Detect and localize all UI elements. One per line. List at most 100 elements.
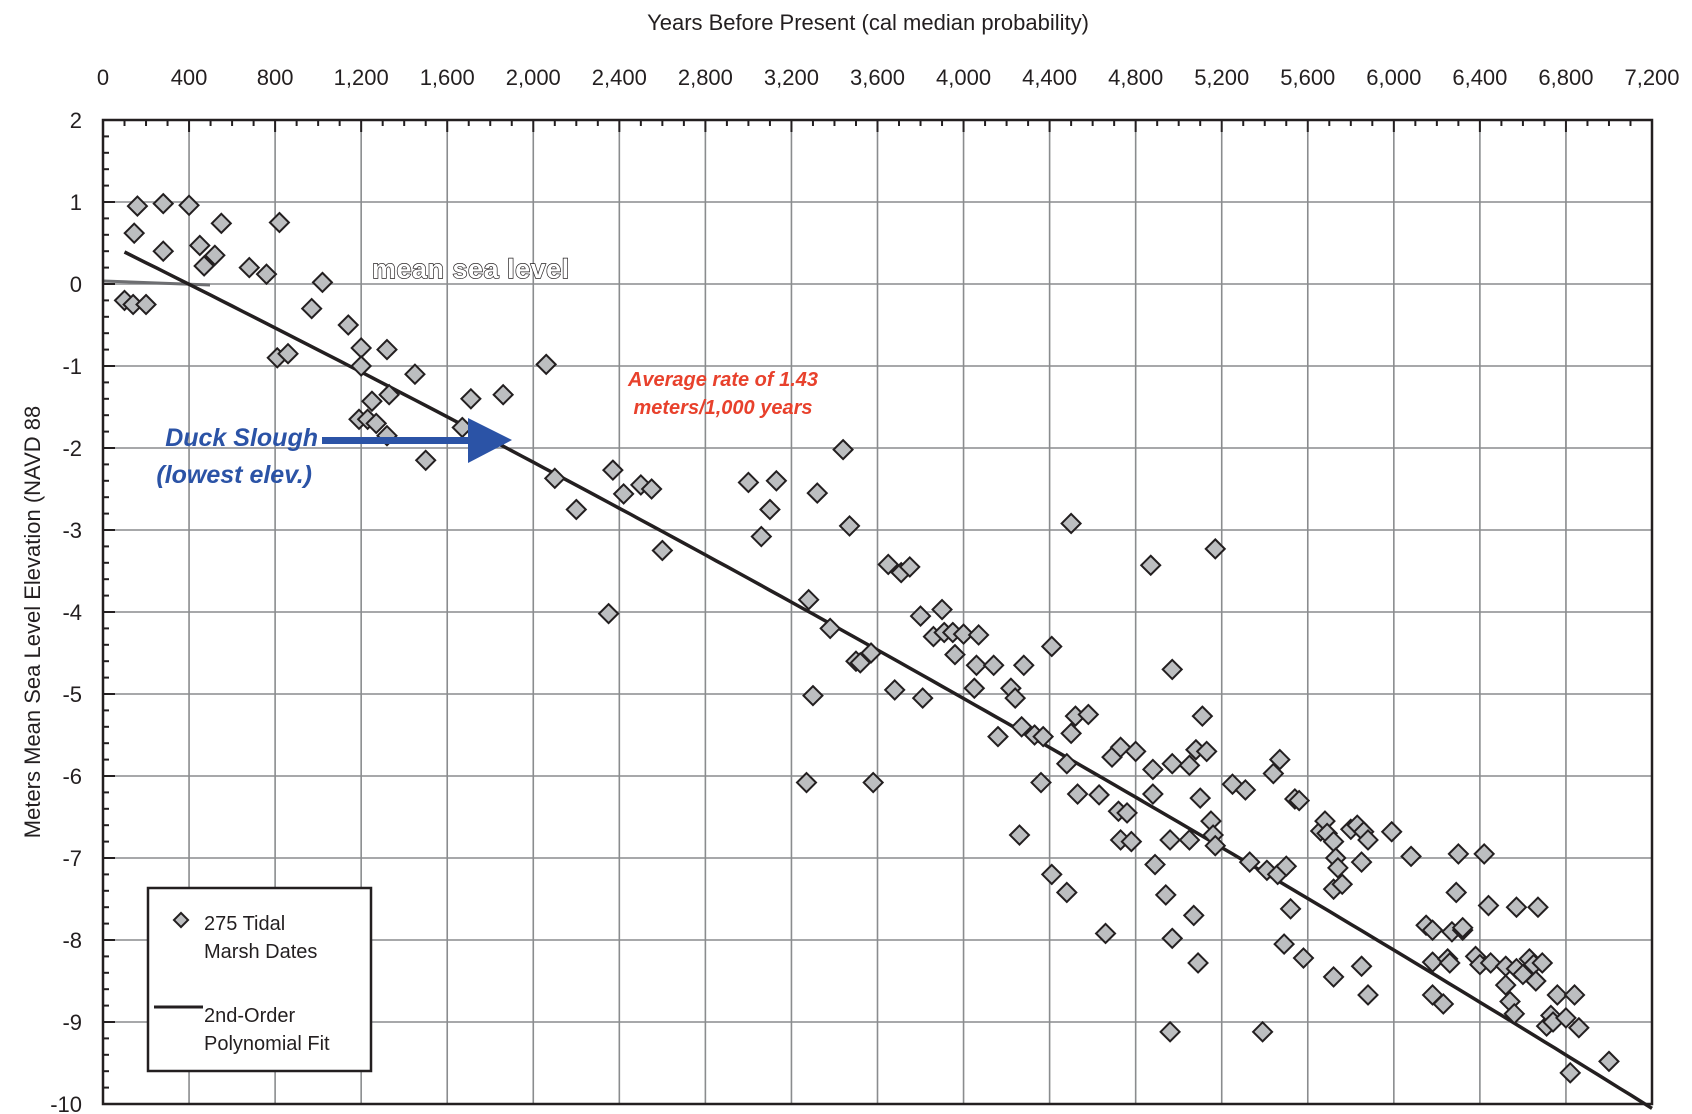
data-point xyxy=(750,525,773,548)
data-point xyxy=(1141,783,1164,805)
data-point xyxy=(1273,933,1296,956)
data-point xyxy=(1161,752,1184,775)
x-tick-label: 5,600 xyxy=(1280,65,1335,90)
y-tick-label: -9 xyxy=(62,1010,82,1035)
data-point xyxy=(909,605,932,628)
data-point xyxy=(1559,1061,1582,1084)
data-point xyxy=(404,363,426,386)
data-point xyxy=(365,412,388,435)
x-tick-label: 4,000 xyxy=(936,65,991,90)
data-point xyxy=(1010,715,1033,738)
data-point xyxy=(1109,736,1132,759)
x-tick-label: 7,200 xyxy=(1624,65,1679,90)
duck-slough-arrow xyxy=(322,418,512,463)
x-axis-tick-labels: 0 400 800 1,200 1,600 2,000 2,400 2,800 3,200 3,6… xyxy=(97,65,1680,90)
data-point xyxy=(1268,748,1291,771)
data-point xyxy=(1191,705,1214,728)
data-point xyxy=(350,355,373,377)
duck-slough-label-line-2: (lowest elev.) xyxy=(156,461,312,489)
data-point xyxy=(178,194,200,217)
data-point xyxy=(931,598,953,621)
data-point xyxy=(543,467,566,490)
data-point xyxy=(1531,952,1554,974)
data-point xyxy=(838,514,861,537)
data-point xyxy=(1008,824,1031,846)
data-point xyxy=(987,725,1009,748)
data-point xyxy=(378,383,401,406)
legend-line-label-1: 2nd-Order xyxy=(204,1005,295,1027)
data-point xyxy=(1350,955,1373,978)
data-point xyxy=(277,342,299,365)
data-point xyxy=(832,438,854,461)
data-point xyxy=(152,192,175,215)
data-point xyxy=(795,771,818,794)
y-axis-tick-labels: 2 1 0 -1 -2 -3 -4 -5 -6 -7 -8 -9 -10 xyxy=(50,108,82,1114)
data-point xyxy=(862,771,885,794)
data-point xyxy=(492,383,515,406)
data-point xyxy=(1139,554,1162,577)
y-tick-label: -7 xyxy=(62,846,82,871)
data-point xyxy=(1451,916,1474,939)
data-point xyxy=(965,654,988,677)
mean-sea-level-label: mean sea level xyxy=(372,254,570,284)
data-point xyxy=(300,297,323,320)
data-point xyxy=(1040,863,1063,886)
plot-frame xyxy=(101,118,1654,1106)
data-point xyxy=(1477,894,1500,917)
data-point xyxy=(268,211,291,234)
data-point xyxy=(601,459,624,482)
y-axis-title: Meters Mean Sea Level Elevation (NAVD 88 xyxy=(20,406,45,838)
x-tick-label: 1,600 xyxy=(420,65,475,90)
data-point xyxy=(597,602,620,625)
legend-marker-label-2: Marsh Dates xyxy=(204,941,317,963)
data-point xyxy=(898,555,921,578)
data-point xyxy=(1159,829,1182,851)
data-point xyxy=(152,240,175,263)
data-point xyxy=(1012,654,1035,677)
data-point xyxy=(877,553,900,576)
data-point xyxy=(1060,512,1083,535)
data-point xyxy=(1357,984,1379,1006)
polynomial-fit-line xyxy=(123,250,1653,1110)
data-point xyxy=(1195,740,1218,763)
data-point xyxy=(849,651,872,674)
data-point xyxy=(1555,1006,1577,1029)
data-point xyxy=(1178,754,1201,777)
data-point xyxy=(350,337,373,359)
legend-line-label-2: Polynomial Fit xyxy=(204,1033,330,1055)
legend: 275 Tidal Marsh Dates 2nd-Order Polynomi… xyxy=(146,886,373,1073)
data-point xyxy=(188,234,211,257)
data-point xyxy=(1094,922,1117,945)
data-point xyxy=(883,678,906,701)
data-point xyxy=(1178,829,1201,851)
data-point xyxy=(1546,984,1569,1006)
data-point xyxy=(1238,851,1261,874)
data-point xyxy=(1154,883,1177,906)
data-point xyxy=(414,449,437,472)
data-point xyxy=(1567,1016,1590,1039)
data-point xyxy=(1279,897,1302,920)
legend-diamond-icon xyxy=(172,911,190,929)
x-tick-label: 800 xyxy=(257,65,294,90)
x-tick-label: 1,200 xyxy=(334,65,389,90)
data-point xyxy=(1527,896,1549,919)
data-point xyxy=(1060,722,1083,745)
rate-annotation-line-1: Average rate of 1.43 xyxy=(627,369,818,391)
data-point xyxy=(737,471,760,494)
data-point xyxy=(1447,842,1470,865)
data-point xyxy=(765,469,788,492)
data-point xyxy=(1494,974,1517,997)
data-point xyxy=(1040,635,1063,658)
y-tick-label: -1 xyxy=(62,354,82,379)
data-point xyxy=(806,482,829,505)
data-point xyxy=(1124,740,1147,763)
data-point xyxy=(1161,658,1184,681)
y-tick-label: -3 xyxy=(62,518,82,543)
data-point xyxy=(1350,851,1373,874)
y-tick-label: 2 xyxy=(70,108,82,133)
data-point xyxy=(1400,845,1422,868)
x-tick-label: 400 xyxy=(171,65,208,90)
data-point xyxy=(1120,830,1143,853)
data-point xyxy=(911,687,934,710)
data-point xyxy=(1066,783,1089,805)
